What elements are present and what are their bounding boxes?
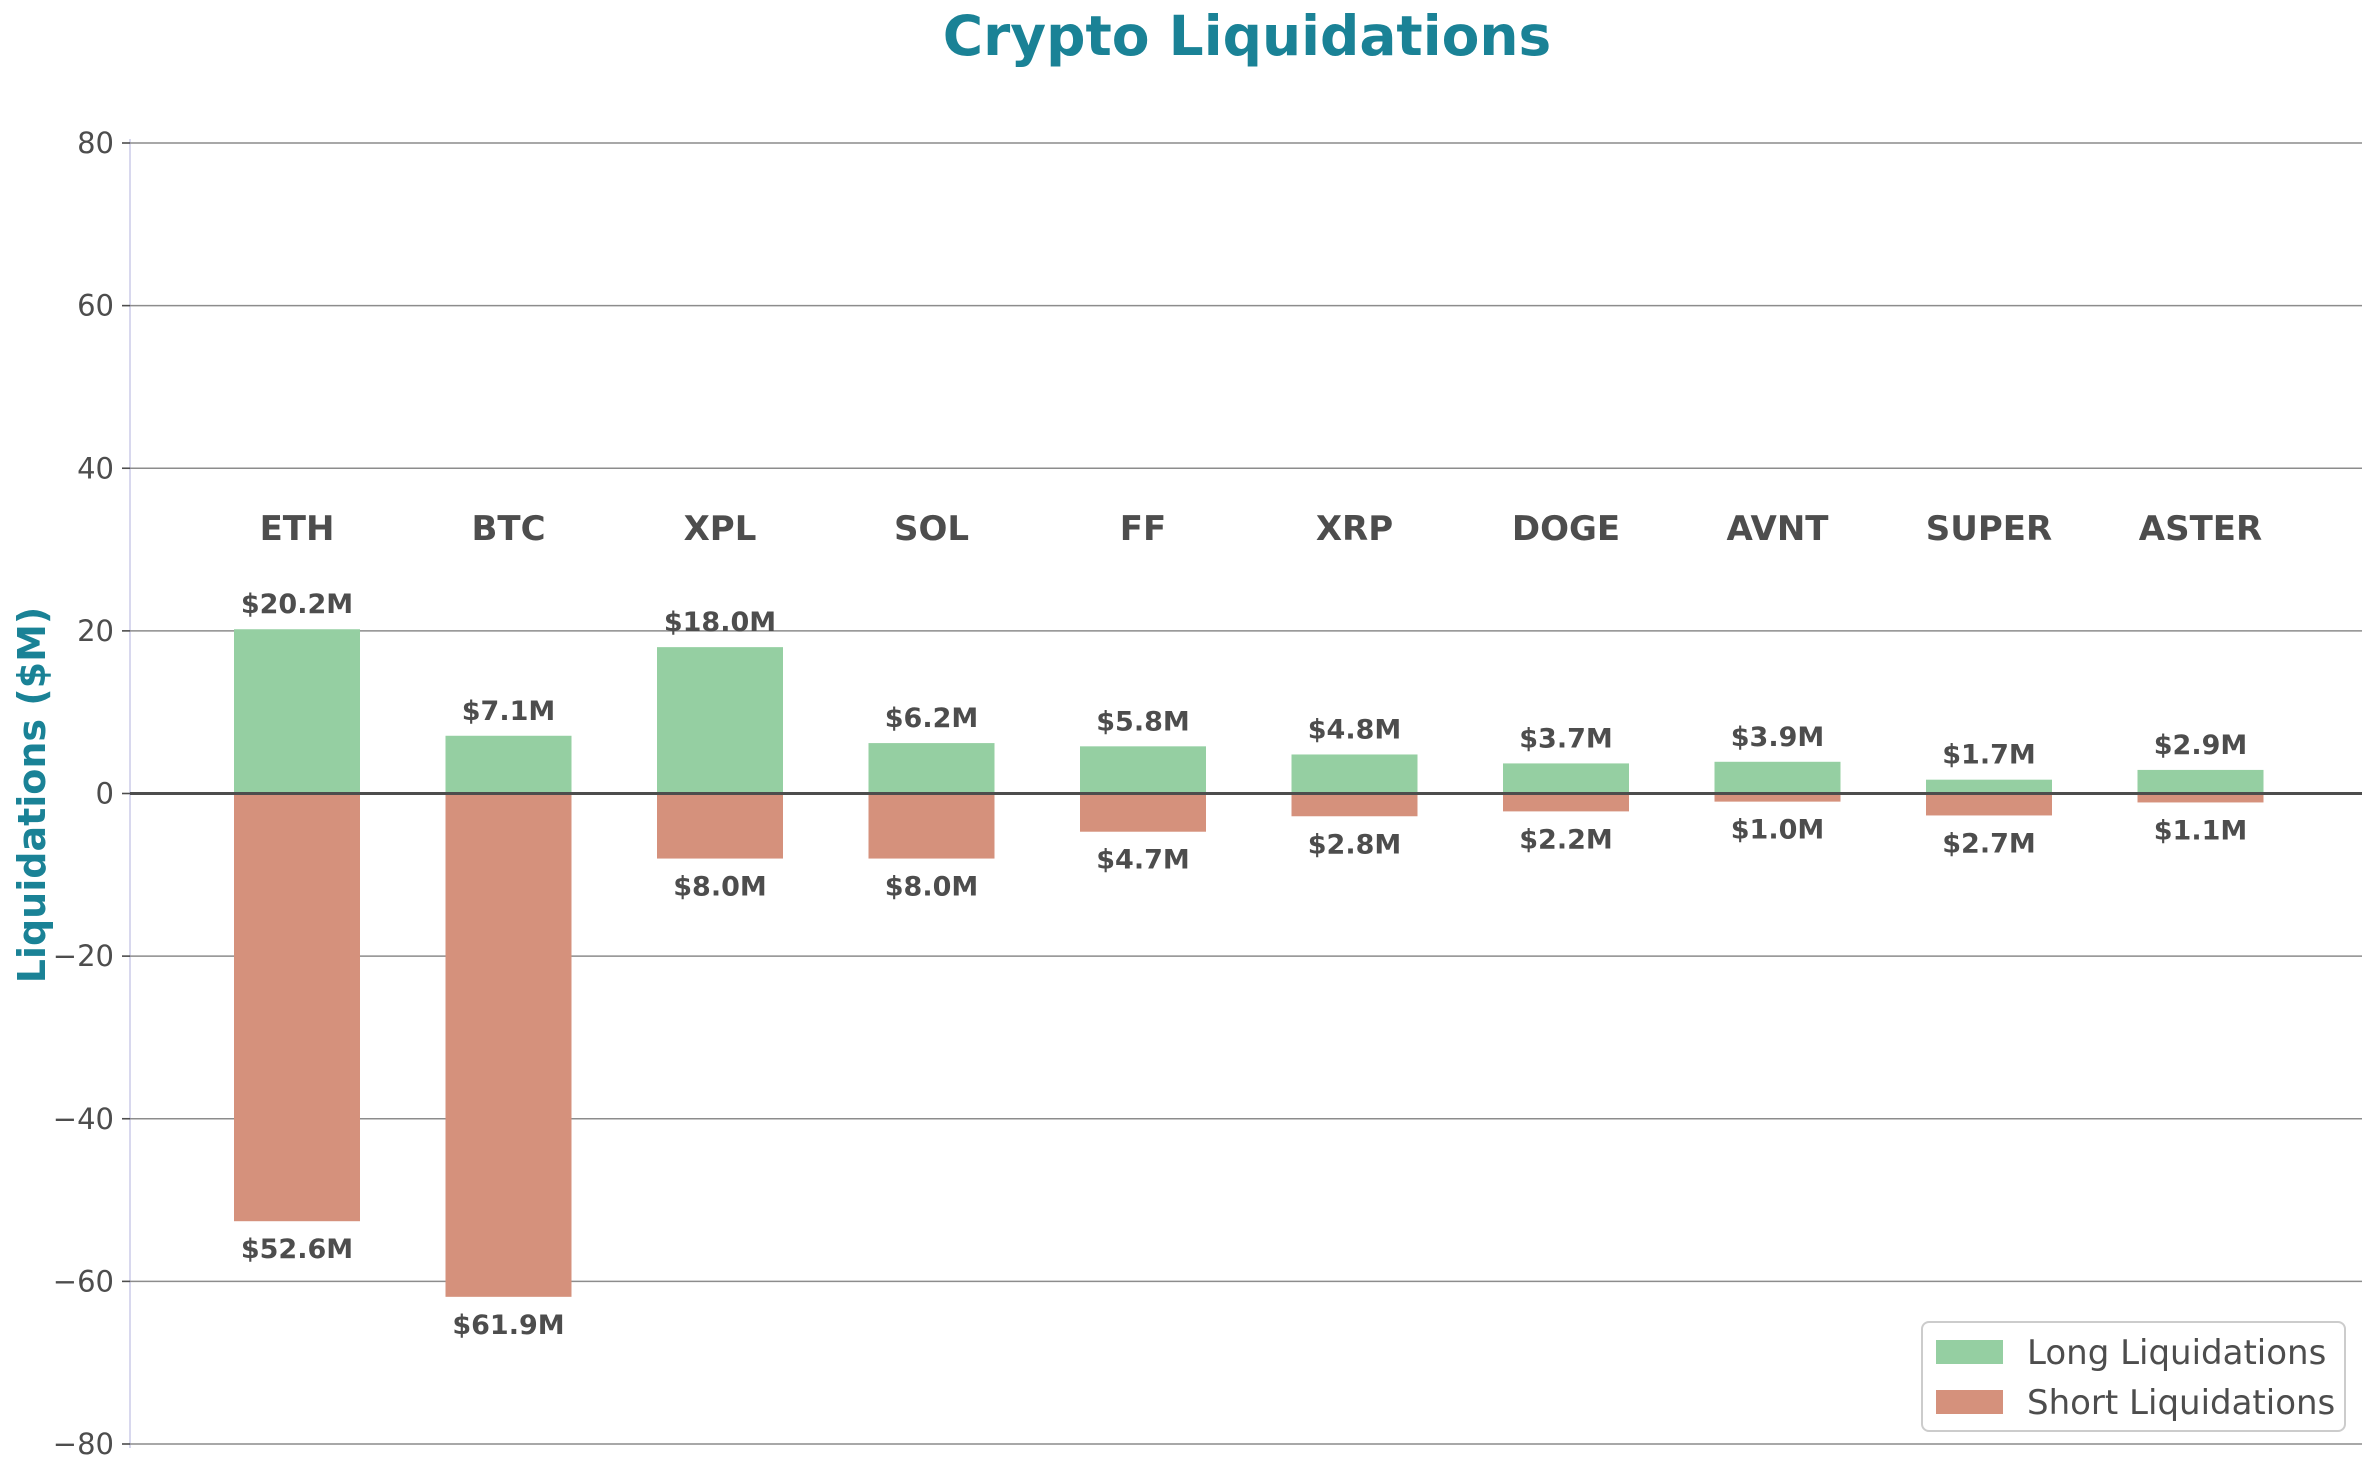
- long-bar: [2137, 769, 2264, 794]
- short-value-label: $1.0M: [1731, 815, 1825, 846]
- short-bar: [2137, 793, 2264, 803]
- short-value-label: $8.0M: [673, 872, 767, 903]
- short-value-label: $1.1M: [2154, 815, 2248, 846]
- short-bar: [1080, 793, 1206, 832]
- long-bar: [234, 629, 360, 794]
- category-label: AVNT: [1727, 509, 1830, 549]
- category-label: DOGE: [1512, 509, 1620, 549]
- y-tick-label: 0: [96, 777, 114, 811]
- long-value-label: $5.8M: [1096, 706, 1190, 737]
- category-label: SUPER: [1926, 509, 2052, 549]
- category-label: ASTER: [2139, 509, 2262, 549]
- long-bar: [445, 735, 572, 794]
- long-value-label: $7.1M: [462, 696, 556, 727]
- long-bar: [657, 647, 783, 794]
- long-value-label: $1.7M: [1942, 740, 2036, 771]
- long-value-label: $20.2M: [241, 589, 353, 620]
- long-bar: [1714, 761, 1841, 794]
- short-bar: [1291, 793, 1418, 817]
- y-tick-label: −80: [53, 1427, 114, 1461]
- long-bar: [868, 743, 995, 794]
- short-value-label: $2.2M: [1519, 824, 1613, 855]
- legend-label-long: Long Liquidations: [2027, 1333, 2326, 1373]
- short-bar: [1503, 793, 1629, 812]
- long-bar: [1503, 763, 1629, 794]
- long-value-label: $3.7M: [1519, 723, 1613, 754]
- long-value-label: $3.9M: [1731, 722, 1825, 753]
- short-bar: [1926, 793, 2052, 816]
- category-label: ETH: [260, 509, 335, 549]
- legend-box: [1921, 1321, 2346, 1432]
- short-bar: [445, 793, 572, 1297]
- long-bar: [1080, 746, 1206, 794]
- category-label: XRP: [1316, 509, 1393, 549]
- category-label: SOL: [894, 509, 969, 549]
- legend-swatch-long: [1936, 1340, 2003, 1364]
- short-bar: [868, 793, 995, 859]
- long-value-label: $6.2M: [885, 703, 979, 734]
- bars: [130, 629, 2362, 1297]
- long-value-label: $18.0M: [664, 607, 776, 638]
- short-value-label: $52.6M: [241, 1234, 353, 1265]
- long-bar: [1926, 779, 2052, 794]
- chart-title: Crypto Liquidations: [943, 4, 1552, 68]
- y-axis-label: Liquidations ($M): [10, 607, 54, 984]
- y-tick-label: 20: [77, 614, 114, 648]
- y-tick-label: −60: [53, 1264, 114, 1298]
- labels: 80 60 40 20 0 −20 −40 −60 −80 $20.2M $52.6M ETH $7.1…: [53, 126, 2262, 1461]
- y-tick-label: 60: [77, 289, 114, 323]
- short-value-label: $2.7M: [1942, 828, 2036, 859]
- short-bar: [1714, 793, 1841, 802]
- long-value-label: $2.9M: [2154, 730, 2248, 761]
- category-label: BTC: [471, 509, 545, 549]
- y-tick-label: −40: [53, 1102, 114, 1136]
- y-tick-label: −20: [53, 939, 114, 973]
- y-tick-label: 80: [77, 126, 114, 160]
- y-tick-label: 40: [77, 451, 114, 485]
- short-value-label: $8.0M: [885, 872, 979, 903]
- short-value-label: $2.8M: [1308, 829, 1402, 860]
- short-bar: [657, 793, 783, 859]
- short-value-label: $4.7M: [1096, 845, 1190, 876]
- legend-label-short: Short Liquidations: [2027, 1383, 2335, 1423]
- short-bar: [234, 793, 360, 1222]
- legend: Long Liquidations Short Liquidations: [1921, 1321, 2346, 1432]
- long-value-label: $4.8M: [1308, 714, 1402, 745]
- category-label: XPL: [684, 509, 757, 549]
- short-value-label: $61.9M: [452, 1310, 564, 1341]
- category-label: FF: [1120, 509, 1166, 549]
- long-bar: [1291, 754, 1418, 794]
- legend-swatch-short: [1936, 1390, 2003, 1414]
